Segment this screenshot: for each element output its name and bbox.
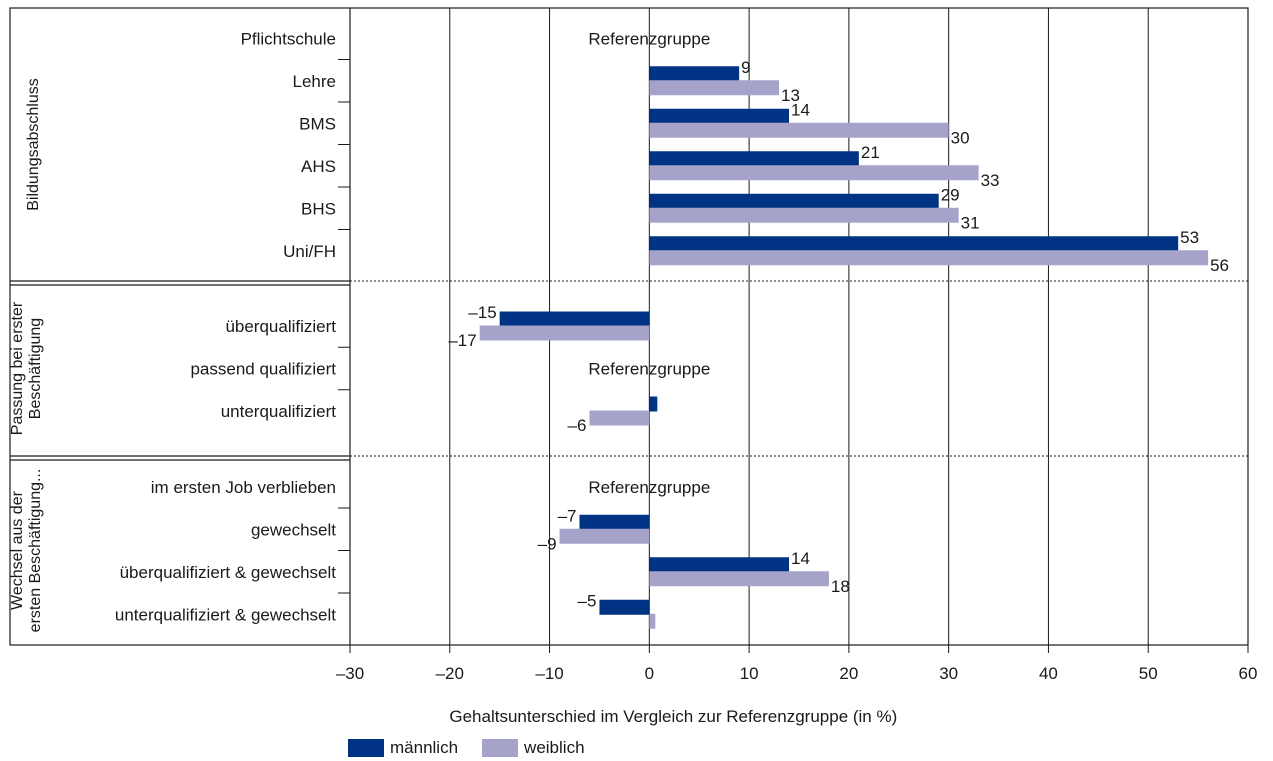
x-tick-label-4: 10 (740, 664, 759, 683)
bar-female-g0-r1 (649, 80, 780, 96)
reference-label-g0-r0: Referenzgruppe (588, 29, 710, 48)
data-label-male-g0-r4: 29 (941, 185, 960, 204)
x-tick-label-8: 50 (1139, 664, 1158, 683)
plot-frame (9, 7, 1249, 646)
category-label-g1-r0: überqualifiziert (225, 317, 336, 336)
category-label-g2-r1: gewechselt (251, 520, 336, 539)
data-label-male-g2-r2: 14 (791, 549, 810, 568)
bar-female-g2-r2 (649, 571, 829, 587)
category-label-g0-r0: Pflichtschule (241, 29, 336, 48)
data-label-male-g0-r2: 14 (791, 100, 810, 119)
bar-male-g0-r5 (649, 236, 1179, 252)
reference-label-g1-r1: Referenzgruppe (588, 360, 710, 379)
x-tick-label-7: 40 (1039, 664, 1058, 683)
bar-male-g2-r1 (579, 514, 650, 530)
category-label-g0-r5: Uni/FH (283, 242, 336, 261)
legend-label-male: männlich (390, 738, 459, 757)
bar-female-g0-r3 (649, 165, 979, 181)
category-label-g2-r3: unterqualifiziert & gewechselt (115, 605, 336, 624)
bar-male-g1-r0 (499, 311, 650, 327)
bar-female-g1-r0 (479, 325, 650, 341)
category-label-g2-r2: überqualifiziert & gewechselt (120, 563, 337, 582)
group-title-1: Passung bei ersterBeschäftigung (9, 301, 44, 435)
category-label-g1-r2: unterqualifiziert (221, 402, 337, 421)
bar-male-g0-r4 (649, 193, 939, 209)
bar-male-g0-r3 (649, 151, 859, 167)
data-label-male-g0-r5: 53 (1180, 228, 1199, 247)
x-tick-label-3: 0 (645, 664, 654, 683)
data-label-female-g2-r2: 18 (831, 577, 850, 596)
bar-female-g0-r4 (649, 207, 959, 223)
data-label-female-g0-r5: 56 (1210, 256, 1229, 275)
category-label-g1-r1: passend qualifiziert (190, 360, 336, 379)
bar-male-g1-r2 (649, 396, 658, 412)
bar-female-g2-r1 (559, 528, 650, 544)
chart-legend: männlich weiblich (348, 738, 585, 758)
bar-male-g2-r3 (599, 599, 650, 615)
x-tick-label-9: 60 (1239, 664, 1258, 683)
bar-female-g1-r2 (589, 410, 650, 426)
data-label-female-g0-r2: 30 (951, 128, 970, 147)
x-tick-label-5: 20 (839, 664, 858, 683)
group-title-2: Wechsel aus derersten Beschäftigung... (9, 469, 44, 633)
data-label-female-g2-r1: –9 (538, 534, 557, 553)
x-tick-label-1: –20 (436, 664, 464, 683)
data-label-male-g2-r3: –5 (578, 591, 597, 610)
legend-swatch-male (348, 739, 384, 757)
category-label-g0-r4: BHS (301, 199, 336, 218)
data-label-female-g1-r2: –6 (568, 416, 587, 435)
group-title-0: Bildungsabschluss (25, 78, 42, 211)
data-label-male-g1-r0: –15 (468, 303, 496, 322)
legend-label-female: weiblich (524, 738, 585, 757)
category-label-g0-r1: Lehre (293, 72, 336, 91)
bar-female-g2-r3 (649, 613, 656, 629)
data-label-male-g0-r1: 9 (741, 58, 750, 77)
data-label-female-g0-r3: 33 (981, 171, 1000, 190)
x-axis-title: Gehaltsunterschied im Vergleich zur Refe… (449, 707, 897, 726)
data-label-female-g0-r4: 31 (961, 213, 980, 232)
category-label-g2-r0: im ersten Job verblieben (151, 478, 336, 497)
data-label-male-g2-r1: –7 (558, 506, 577, 525)
category-label-g0-r2: BMS (299, 114, 336, 133)
data-label-female-g1-r0: –17 (448, 331, 476, 350)
legend-item-male: männlich (348, 738, 458, 758)
bar-female-g0-r2 (649, 122, 949, 138)
bar-female-g0-r5 (649, 250, 1209, 266)
legend-swatch-female (482, 739, 519, 757)
x-tick-label-0: –30 (336, 664, 364, 683)
bar-male-g2-r2 (649, 557, 790, 573)
reference-label-g2-r0: Referenzgruppe (588, 478, 710, 497)
category-label-g0-r3: AHS (301, 157, 336, 176)
legend-item-female: weiblich (482, 738, 585, 758)
data-label-male-g0-r3: 21 (861, 143, 880, 162)
bar-male-g0-r1 (649, 66, 740, 82)
bar-male-g0-r2 (649, 108, 790, 124)
x-tick-label-2: –10 (535, 664, 563, 683)
x-tick-label-6: 30 (939, 664, 958, 683)
data-label-female-g0-r1: 13 (781, 86, 800, 105)
